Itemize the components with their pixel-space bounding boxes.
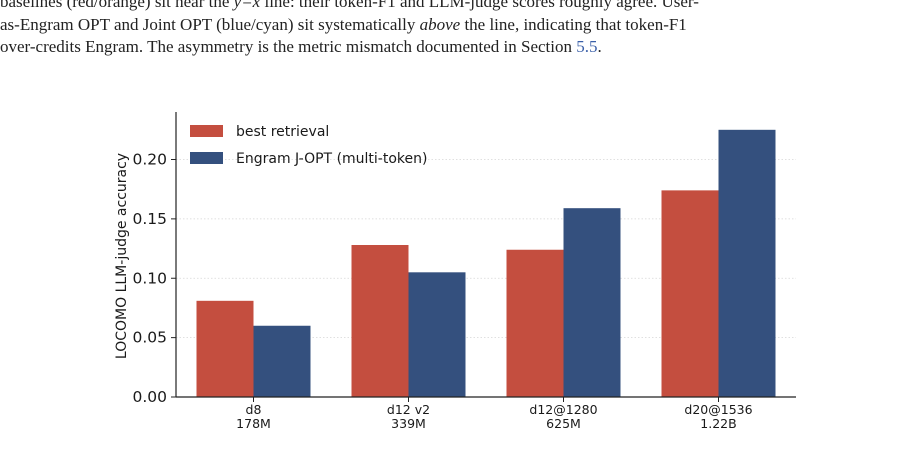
text-run: baselines (red/orange) sit near the bbox=[0, 0, 234, 11]
x-tick-label: 625M bbox=[546, 416, 581, 431]
y-axis-label: LOCOMO LLM-judge accuracy bbox=[114, 153, 130, 359]
paragraph-line-3: over-credits Engram. The asymmetry is th… bbox=[0, 36, 905, 59]
x-tick-label: d12@1280 bbox=[529, 402, 597, 417]
math-yx: y=x bbox=[233, 0, 261, 11]
bar-engram-jopt bbox=[563, 208, 621, 397]
emphasis-above: above bbox=[419, 14, 461, 34]
next-paragraph-fragment bbox=[0, 462, 910, 475]
bar-best-retrieval bbox=[661, 190, 719, 397]
bar-best-retrieval bbox=[196, 300, 254, 397]
y-tick-label: 0.00 bbox=[132, 388, 167, 406]
y-ticks: 0.00 0.05 0.10 0.15 0.20 bbox=[132, 151, 176, 406]
paragraph-line-1: baselines (red/orange) sit near the y=x … bbox=[0, 0, 905, 14]
legend-swatch bbox=[190, 152, 223, 164]
legend-swatch bbox=[190, 125, 223, 137]
bar-engram-jopt bbox=[718, 129, 776, 397]
x-tick-label: 339M bbox=[391, 416, 426, 431]
paragraph-line-2: as-Engram OPT and Joint OPT (blue/cyan) … bbox=[0, 14, 905, 37]
legend-entry: best retrieval bbox=[236, 124, 329, 140]
text-run: the line, indicating that token-F1 bbox=[460, 14, 687, 34]
x-tick-label: d8 bbox=[246, 402, 262, 417]
bar-best-retrieval bbox=[351, 245, 409, 397]
bar-engram-jopt bbox=[408, 272, 466, 397]
bar-best-retrieval bbox=[506, 249, 564, 397]
y-tick-label: 0.10 bbox=[132, 269, 167, 287]
bars bbox=[196, 129, 776, 397]
x-tick-label: d20@1536 bbox=[684, 402, 752, 417]
legend-entry: Engram J-OPT (multi-token) bbox=[236, 151, 427, 167]
text-run: line: their token-F1 and LLM-judge score… bbox=[260, 0, 699, 11]
body-paragraph: baselines (red/orange) sit near the y=x … bbox=[0, 0, 905, 59]
text-run: over-credits Engram. The asymmetry is th… bbox=[0, 37, 577, 56]
x-tick-label: d12 v2 bbox=[387, 402, 430, 417]
y-tick-label: 0.05 bbox=[132, 329, 167, 347]
text-run: . bbox=[597, 37, 602, 56]
section-link[interactable]: 5.5 bbox=[576, 37, 598, 56]
x-tick-label: 1.22B bbox=[700, 416, 736, 431]
text-run: as-Engram OPT and Joint OPT (blue/cyan) … bbox=[0, 14, 420, 34]
legend: best retrieval Engram J-OPT (multi-token) bbox=[190, 124, 427, 167]
bar-engram-jopt bbox=[253, 325, 311, 397]
x-tick-label: 178M bbox=[236, 416, 271, 431]
y-tick-label: 0.20 bbox=[132, 151, 167, 169]
y-tick-label: 0.15 bbox=[132, 210, 167, 228]
